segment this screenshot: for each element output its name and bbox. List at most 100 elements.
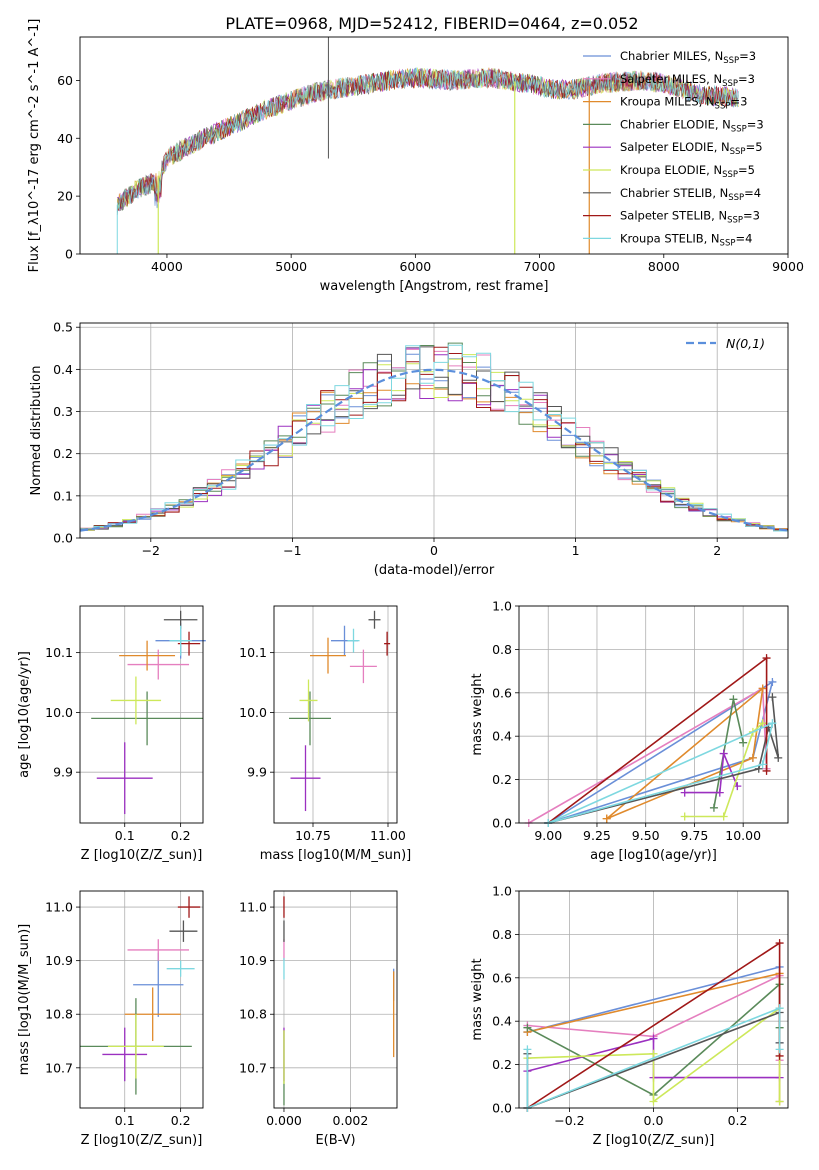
weight-marker [680, 788, 689, 797]
weight-marker [768, 677, 777, 686]
y-axis-label: mass weight [470, 958, 485, 1040]
errorbar-point [133, 952, 184, 1017]
legend-text: Chabrier ELODIE, N [620, 117, 731, 131]
x-tick-label: −1 [283, 543, 301, 558]
x-tick-label: 9.50 [632, 828, 660, 843]
errorbar-point [127, 939, 190, 961]
weight-marker [775, 1045, 784, 1054]
weight-marker [775, 1097, 784, 1106]
y-tick-label: 0.2 [492, 1057, 512, 1072]
y-tick-label: 0.5 [53, 320, 73, 335]
errorbar-point [91, 691, 203, 746]
y-tick-label: 0.2 [53, 446, 73, 461]
x-tick-label: 2 [713, 543, 721, 558]
legend-subscript: SSP [722, 170, 738, 180]
legend-subscript: SSP [715, 102, 731, 112]
legend-label: N(0,1) [726, 336, 765, 351]
x-tick-label: 10.00 [725, 828, 761, 843]
y-tick-label: 0.6 [492, 685, 512, 700]
y-tick-label: 9.9 [247, 765, 267, 780]
x-axis-label: mass [log10(M/M_sun)] [260, 848, 412, 863]
weight-marker [602, 814, 611, 823]
weight-marker [709, 803, 718, 812]
panel-8: −0.2 0.0 0.2 0.0 0.2 0.4 0.6 0.8 1.0 Z [log10(Z/Z… [470, 884, 789, 1148]
y-tick-label: 10.9 [45, 953, 73, 968]
x-tick-label: 0.2 [171, 1113, 191, 1128]
legend-label: Chabrier ELODIE, NSSP=3 [620, 117, 764, 134]
legend-value: =3 [730, 95, 747, 109]
legend-text: Salpeter MILES, N [620, 72, 722, 86]
legend-label: Chabrier STELIB, NSSP=4 [620, 186, 761, 203]
errorbar-point [347, 628, 360, 653]
y-tick-label: 0.0 [492, 1101, 512, 1116]
panel-3: 0.1 0.2 9.9 10.0 10.1 Z [log10(Z/Z_sun)] age [… [17, 605, 206, 863]
weight-line-krou_stelib [526, 1007, 781, 1110]
axes-frame [79, 36, 789, 255]
y-tick-label: 0.6 [492, 970, 512, 985]
y-tick-label: 10.8 [239, 1007, 267, 1022]
legend-value: =5 [738, 163, 755, 177]
errorbar-point [384, 631, 391, 656]
axes-frame [518, 605, 789, 824]
weight-marker [649, 1034, 658, 1043]
weight-marker [715, 788, 724, 797]
y-tick-label: 10.1 [45, 645, 73, 660]
errorbar-point [349, 649, 377, 684]
axes-frame [273, 890, 398, 1109]
weight-marker [758, 760, 767, 769]
weight-marker [774, 753, 783, 762]
y-tick-label: 11.0 [239, 900, 267, 915]
normal-curve [80, 368, 788, 532]
x-axis-label: (data-model)/error [374, 563, 495, 578]
x-axis-label: E(B-V) [315, 1133, 355, 1148]
y-axis-label: Normed distribution [29, 366, 44, 496]
y-axis-label: Flux [f_λ10^-17 erg cm^-2 s^-1 A^-1] [27, 19, 42, 273]
weight-marker [758, 684, 767, 693]
panel-7: 0.000 0.002 10.7 10.8 10.9 11.0 E(B-V) [239, 890, 398, 1148]
y-axis-label: mass weight [470, 673, 485, 755]
x-tick-label: 1 [572, 543, 580, 558]
legend-label: Kroupa STELIB, NSSP=4 [620, 231, 752, 248]
y-tick-label: 0.0 [492, 816, 512, 831]
legend-label: Chabrier MILES, NSSP=3 [620, 49, 756, 66]
figure-title: PLATE=0968, MJD=52412, FIBERID=0464, z=0… [225, 14, 638, 33]
weight-marker [739, 738, 748, 747]
panel-6: 0.1 0.2 10.7 10.8 10.9 11.0 Z [log10(Z/Z_sun)]… [17, 890, 204, 1148]
y-tick-label: 10.0 [239, 705, 267, 720]
weight-marker [762, 654, 771, 663]
y-tick-label: 10.9 [239, 953, 267, 968]
y-tick-label: 1.0 [492, 599, 512, 614]
errorbar-point [110, 676, 162, 725]
legend-subscript: SSP [720, 238, 736, 248]
x-tick-label: 8000 [648, 259, 680, 274]
spectrum-series-9 [116, 67, 739, 210]
errorbar-point [177, 631, 201, 656]
weight-marker [768, 693, 777, 702]
x-axis-label: Z [log10(Z/Z_sun)] [81, 848, 203, 863]
y-tick-label: 10.7 [239, 1060, 267, 1075]
axes-frame [79, 322, 789, 539]
legend-label: Salpeter MILES, NSSP=3 [620, 72, 755, 89]
errorbar-point [177, 896, 201, 918]
y-tick-label: 10.0 [45, 705, 73, 720]
legend-text: Salpeter STELIB, N [620, 209, 727, 223]
errorbar-point [127, 649, 190, 680]
histogram-steps [80, 342, 788, 534]
legend-value: =3 [738, 72, 755, 86]
y-tick-label: 0 [65, 247, 73, 262]
legend-value: =4 [735, 231, 752, 245]
errorbar-point [299, 679, 318, 722]
y-axis-label: mass [log10(M/M_sun)] [17, 924, 32, 1076]
weight-line-krou_stelib [547, 721, 774, 824]
y-tick-label: 9.9 [53, 765, 73, 780]
weight-marker [523, 1023, 532, 1032]
legend-value: =3 [747, 117, 764, 131]
y-tick-label: 0.4 [53, 362, 73, 377]
legend-value: =3 [739, 49, 756, 63]
legend-subscript: SSP [727, 216, 743, 226]
x-tick-label: 9.25 [583, 828, 611, 843]
x-tick-label: 9000 [772, 259, 804, 274]
errorbar-point [107, 1014, 164, 1079]
